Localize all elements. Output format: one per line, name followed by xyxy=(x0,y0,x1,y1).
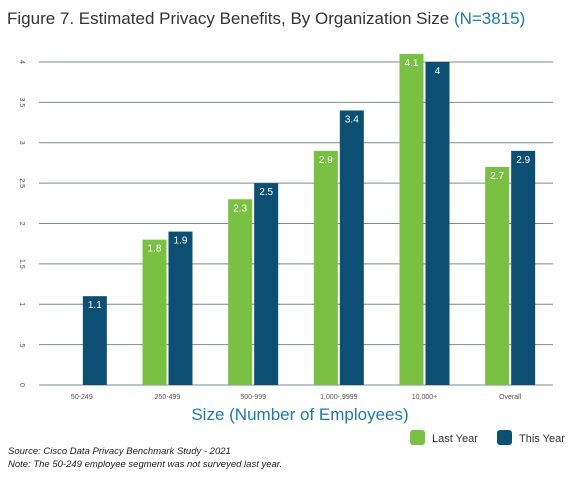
legend-label: This Year xyxy=(519,433,565,445)
bar xyxy=(511,150,536,385)
bar-value-label: 3.4 xyxy=(345,114,359,125)
y-tick-label: 0 xyxy=(18,383,25,387)
bar xyxy=(228,199,253,385)
bar xyxy=(425,62,450,385)
bar-value-label: 4.1 xyxy=(405,58,419,69)
y-tick-label: .5 xyxy=(18,342,25,348)
bar xyxy=(399,53,424,386)
bar-value-label: 2.5 xyxy=(259,187,273,198)
bar-value-label: 1.1 xyxy=(88,300,102,311)
y-tick-label: 2.5 xyxy=(18,178,25,188)
source-note: Source: Cisco Data Privacy Benchmark Stu… xyxy=(8,446,231,457)
legend-swatch xyxy=(410,430,425,445)
x-tick-label: Overall xyxy=(499,394,522,401)
bar-value-label: 2.7 xyxy=(490,171,504,182)
x-axis-title: Size (Number of Employees) xyxy=(191,405,408,424)
bar xyxy=(82,296,107,385)
y-tick-label: 4 xyxy=(18,60,25,64)
x-tick-label: 500-999 xyxy=(240,394,266,401)
bar-value-label: 2.9 xyxy=(319,155,333,166)
y-tick-label: 2 xyxy=(18,222,25,226)
y-tick-label: 3 xyxy=(18,141,25,145)
bar-value-label: 2.9 xyxy=(516,155,530,166)
chart-title-main: Figure 7. Estimated Privacy Benefits, By… xyxy=(7,9,450,28)
legend-label: Last Year xyxy=(432,433,478,445)
legend-swatch xyxy=(497,430,512,445)
chart-title-sample-size: (N=3815) xyxy=(453,9,526,28)
x-tick-label: 10,000+ xyxy=(412,394,438,401)
x-tick-label: 50-249 xyxy=(71,394,93,401)
bar-value-label: 1.9 xyxy=(174,236,188,247)
y-tick-label: 1.5 xyxy=(18,259,25,269)
bar xyxy=(339,110,364,385)
bar xyxy=(142,239,167,385)
bar-value-label: 4 xyxy=(435,66,441,77)
y-tick-label: 3.5 xyxy=(18,98,25,108)
bar xyxy=(313,150,338,385)
bar-value-label: 1.8 xyxy=(148,244,162,255)
bar xyxy=(254,183,279,385)
bar-value-label: 2.3 xyxy=(233,203,247,214)
bar xyxy=(168,231,193,385)
y-tick-label: 1 xyxy=(18,302,25,306)
x-tick-label: 250-499 xyxy=(155,394,181,401)
x-tick-label: 1,000-,9999 xyxy=(320,394,357,401)
chart-title: Figure 7. Estimated Privacy Benefits, By… xyxy=(7,9,525,29)
footnote: Note: The 50-249 employee segment was no… xyxy=(8,459,283,470)
bar xyxy=(485,166,510,385)
